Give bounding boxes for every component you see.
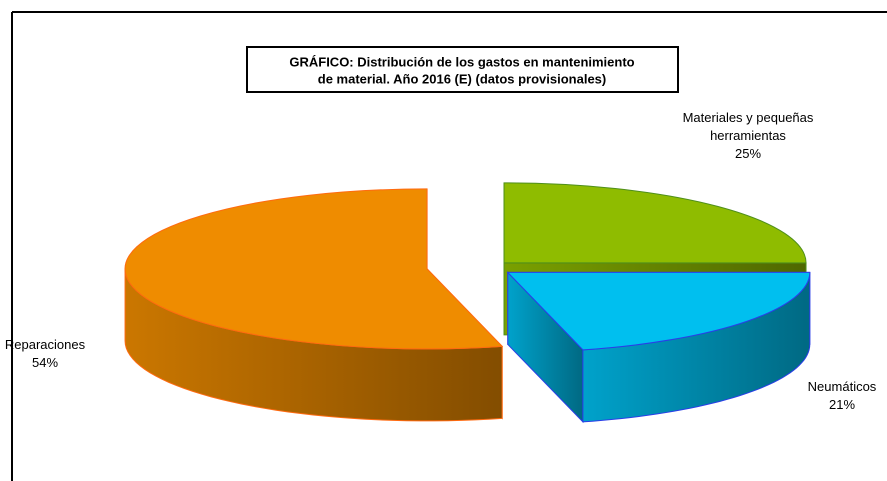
value-label: 54% (31, 355, 59, 370)
title-box (246, 46, 679, 93)
category-label: Reparaciones (4, 337, 86, 352)
slice (506, 271, 811, 424)
data-label: Reparaciones 54% (0, 336, 90, 372)
category-label: Neumáticos (807, 379, 877, 394)
chart-title: GRÁFICO: Distribución de los gastos en m… (289, 54, 634, 69)
chart-title: de material. Año 2016 (E) (datos provisi… (318, 71, 607, 86)
value-label: 21% (828, 397, 856, 412)
value-label: 25% (734, 146, 762, 161)
category-label: Materiales y pequeñas herramientas (682, 110, 814, 143)
data-label: Materiales y pequeñas herramientas 25% (668, 109, 828, 163)
slice-top (506, 271, 811, 351)
slice (124, 188, 504, 422)
pie (124, 182, 811, 424)
data-label: Neumáticos 21% (780, 378, 887, 414)
slice-top (124, 188, 504, 350)
slice-top (503, 182, 807, 264)
